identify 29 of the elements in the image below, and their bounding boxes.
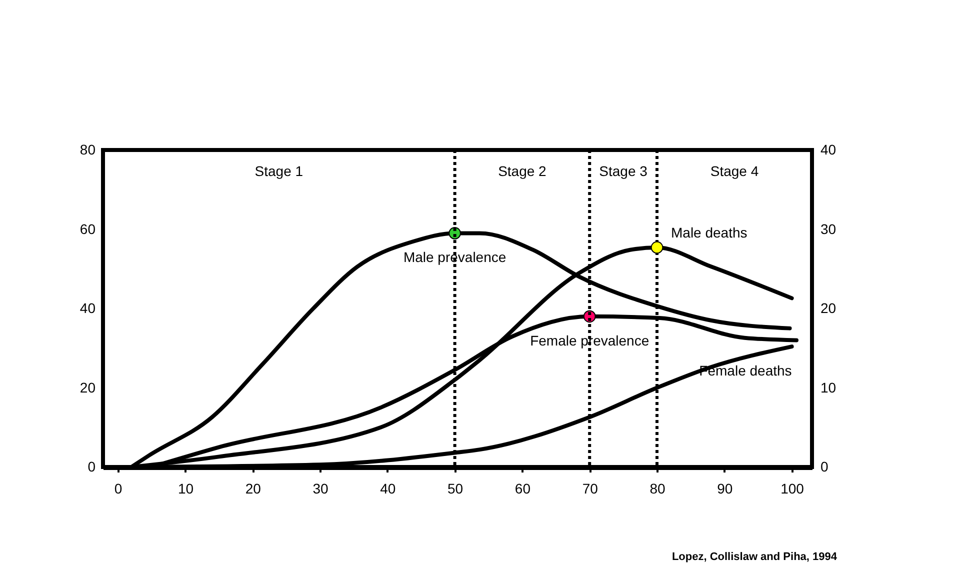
y2-tick-label: 20 (820, 300, 836, 316)
y2-tick-label: 40 (820, 142, 836, 158)
x-tick-label: 100 (780, 480, 804, 496)
annotation: Stage 2 (498, 163, 547, 179)
x-tick-label: 0 (114, 480, 122, 496)
x-tick-label: 50 (448, 480, 464, 496)
x-tick-label: 20 (245, 480, 262, 496)
series-label: Female prevalence (530, 332, 650, 348)
annotation: Stage 1 (254, 163, 304, 179)
y-tick-label: 40 (80, 300, 96, 316)
x-tick-label: 60 (514, 480, 531, 496)
x-tick-label: 70 (582, 480, 598, 496)
text: Lopez, Collislaw and Piha, 1994 (672, 551, 838, 563)
y-tick-label: 60 (80, 220, 96, 237)
y-tick-label: 0 (88, 458, 96, 474)
y2-tick-label: 0 (820, 458, 828, 474)
series-label: Male prevalence (403, 249, 506, 266)
annotation: Stage 4 (710, 163, 759, 179)
x-tick-label: 40 (380, 480, 396, 496)
y2-tick-label: 10 (820, 379, 836, 396)
series-label: Male deaths (670, 224, 748, 240)
y-tick-label: 80 (80, 142, 96, 158)
x-tick-label: 30 (312, 480, 329, 496)
annotation: Stage 3 (599, 163, 648, 179)
x-tick-label: 80 (650, 480, 666, 496)
y-tick-label: 20 (80, 379, 96, 396)
y2-tick-label: 30 (820, 220, 836, 237)
x-tick-label: 90 (717, 480, 733, 496)
x-tick-label: 10 (178, 480, 194, 496)
